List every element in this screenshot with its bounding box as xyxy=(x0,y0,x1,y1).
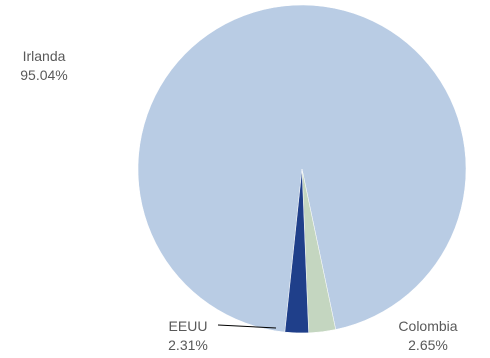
label-irlanda-value: 95.04% xyxy=(20,67,67,83)
label-irlanda: Irlanda 95.04% xyxy=(20,48,67,83)
pie-slice-irlanda xyxy=(137,4,467,333)
label-colombia: Colombia 2.65% xyxy=(398,318,457,353)
pie-slice-eeuu xyxy=(284,168,309,334)
label-colombia-name: Colombia xyxy=(398,318,457,334)
label-colombia-value: 2.65% xyxy=(408,337,448,353)
label-eeuu-name: EEUU xyxy=(169,318,208,334)
pie-slices xyxy=(137,4,467,334)
eeuu-leader-line xyxy=(217,324,277,329)
label-eeuu-value: 2.31% xyxy=(168,337,208,353)
label-eeuu: EEUU 2.31% xyxy=(168,318,208,353)
label-irlanda-name: Irlanda xyxy=(23,48,66,64)
